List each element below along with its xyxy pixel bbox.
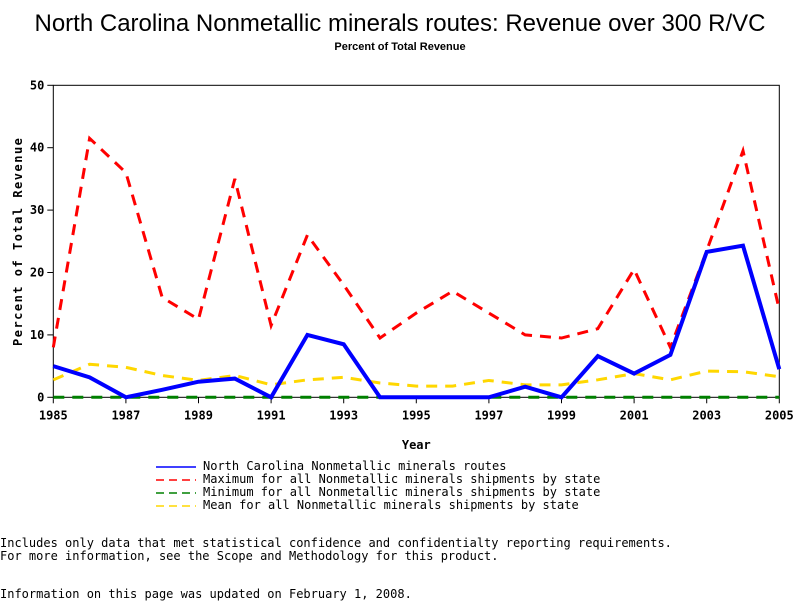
x-tick-label: 2001 bbox=[620, 408, 649, 422]
x-tick-label: 1993 bbox=[329, 408, 358, 422]
x-tick-label: 1989 bbox=[184, 408, 213, 422]
legend-label-3: Mean for all Nonmetallic minerals shipme… bbox=[203, 498, 579, 512]
footer-note-methodology: For more information, see the Scope and … bbox=[0, 549, 499, 563]
x-tick-label: 2003 bbox=[692, 408, 721, 422]
y-tick-label: 50 bbox=[30, 78, 44, 92]
series-line-0 bbox=[53, 246, 779, 398]
y-tick-label: 20 bbox=[30, 266, 44, 280]
y-tick-label: 30 bbox=[30, 203, 44, 217]
y-tick-label: 40 bbox=[30, 141, 44, 155]
legend-label-2: Minimum for all Nonmetallic minerals shi… bbox=[203, 485, 600, 499]
legend-label-1: Maximum for all Nonmetallic minerals shi… bbox=[203, 472, 600, 486]
y-axis-label: Percent of Total Revenue bbox=[11, 137, 25, 346]
series-line-3 bbox=[53, 364, 779, 386]
footer-updated: Information on this page was updated on … bbox=[0, 587, 412, 601]
x-tick-label: 1985 bbox=[39, 408, 68, 422]
x-tick-label: 1991 bbox=[257, 408, 286, 422]
series-line-1 bbox=[53, 138, 779, 347]
x-tick-label: 1987 bbox=[111, 408, 140, 422]
x-axis-label: Year bbox=[402, 438, 431, 452]
x-tick-label: 1997 bbox=[474, 408, 503, 422]
y-tick-label: 10 bbox=[30, 328, 44, 342]
y-tick-label: 0 bbox=[37, 390, 44, 404]
legend-label-0: North Carolina Nonmetallic minerals rout… bbox=[203, 459, 506, 473]
x-tick-label: 1995 bbox=[402, 408, 431, 422]
x-tick-label: 2005 bbox=[765, 408, 794, 422]
footer-note-confidence: Includes only data that met statistical … bbox=[0, 536, 672, 550]
x-tick-label: 1999 bbox=[547, 408, 576, 422]
